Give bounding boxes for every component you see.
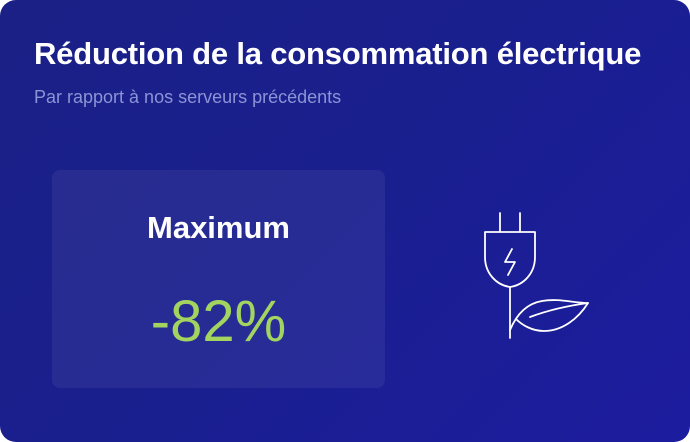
title: Réduction de la consommation électrique [34, 36, 642, 71]
stat-value: -82% [150, 289, 287, 354]
stat-label: Maximum [147, 210, 290, 245]
plug-leaf-icon [484, 212, 589, 339]
subtitle: Par rapport à nos serveurs précédents [34, 87, 342, 107]
stat-box: Maximum -82% [52, 170, 385, 388]
